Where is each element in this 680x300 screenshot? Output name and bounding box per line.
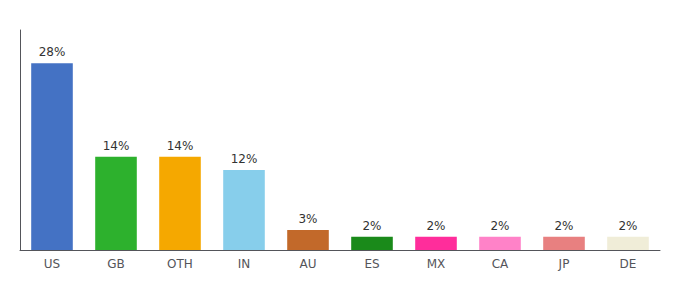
svg-text:GB: GB [107, 257, 125, 271]
svg-text:2%: 2% [618, 219, 637, 233]
svg-text:OTH: OTH [167, 257, 193, 271]
svg-text:JP: JP [558, 257, 570, 271]
svg-text:14%: 14% [167, 139, 194, 153]
svg-text:AU: AU [300, 257, 317, 271]
svg-text:ES: ES [364, 257, 379, 271]
svg-text:14%: 14% [103, 139, 130, 153]
svg-text:IN: IN [238, 257, 251, 271]
svg-text:MX: MX [427, 257, 446, 271]
svg-text:US: US [44, 257, 60, 271]
svg-text:28%: 28% [39, 45, 66, 59]
svg-text:12%: 12% [231, 152, 258, 166]
svg-text:2%: 2% [362, 219, 381, 233]
svg-text:2%: 2% [490, 219, 509, 233]
svg-text:3%: 3% [298, 212, 317, 226]
svg-text:2%: 2% [426, 219, 445, 233]
svg-text:CA: CA [492, 257, 509, 271]
svg-text:2%: 2% [554, 219, 573, 233]
svg-text:DE: DE [620, 257, 637, 271]
